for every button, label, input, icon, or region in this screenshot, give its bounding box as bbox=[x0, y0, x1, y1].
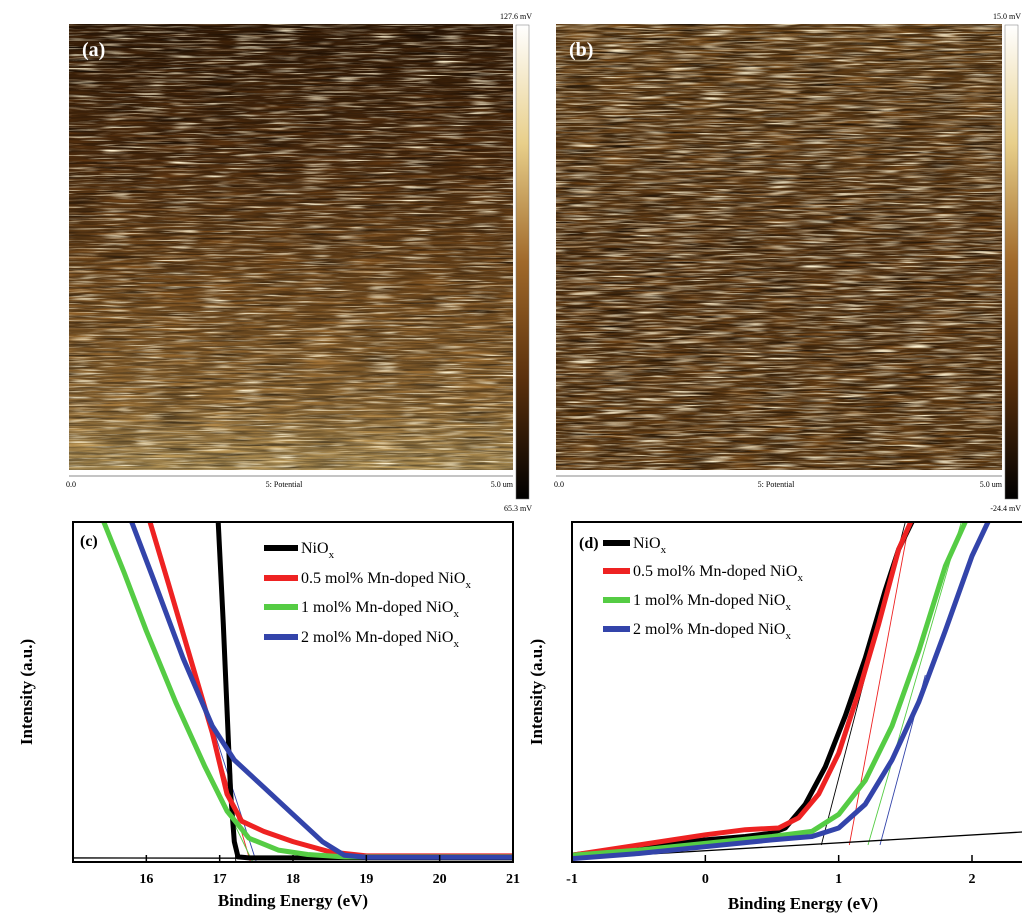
chart-d-series-mn05 bbox=[572, 522, 914, 858]
chart-c-xtick-label-1: 17 bbox=[213, 872, 227, 887]
chart-c-legend: NiOx 0.5 mol% Mn-doped NiOx 1 mol% Mn-do… bbox=[264, 540, 471, 650]
legend-c-label-0: NiOx bbox=[301, 540, 335, 561]
colorbar-min-a: 65.3 mV bbox=[504, 504, 532, 513]
legend-c-label-1: 0.5 mol% Mn-doped NiOx bbox=[301, 570, 471, 591]
chart-d-series-mn2 bbox=[572, 522, 991, 862]
chart-c-series-mn1 bbox=[101, 522, 513, 860]
chart-c-xtick-label-5: 21 bbox=[506, 872, 520, 887]
chart-d-ticks: -1 0 1 2 bbox=[566, 855, 976, 887]
afm-highlights-a bbox=[69, 24, 513, 470]
scan-axis-end-b: 5.0 um bbox=[980, 480, 1003, 489]
chart-c-panel-label: (c) bbox=[80, 533, 98, 550]
scan-axis-channel-a: 5: Potential bbox=[266, 480, 303, 489]
chart-d-fit-line-2 bbox=[867, 521, 962, 846]
legend-c-label-3: 2 mol% Mn-doped NiOx bbox=[301, 629, 459, 650]
legend-c-label-2: 1 mol% Mn-doped NiOx bbox=[301, 599, 459, 620]
chart-d-frame bbox=[571, 521, 1022, 863]
colorbar-max-a: 127.6 mV bbox=[500, 12, 532, 21]
panel-label-b: (b) bbox=[569, 39, 593, 61]
chart-c-xtick-label-3: 19 bbox=[359, 872, 373, 887]
chart-c-ylabel: Intensity (a.u.) bbox=[17, 639, 36, 745]
chart-d-xtick-label-3: 2 bbox=[969, 872, 976, 887]
chart-d-xlabel: Binding Energy (eV) bbox=[728, 894, 878, 913]
chart-c-xtick-label-0: 16 bbox=[139, 872, 153, 887]
chart-c-ticks: 16 17 18 19 20 21 bbox=[139, 855, 520, 887]
chart-d-panel-label: (d) bbox=[579, 535, 599, 552]
chart-c-xlabel: Binding Energy (eV) bbox=[218, 891, 368, 910]
legend-d-label-3: 2 mol% Mn-doped NiOx bbox=[633, 621, 791, 642]
panel-label-a: (a) bbox=[82, 39, 105, 61]
chart-d: -1 0 1 2 (d) Binding Energy (eV) Intensity … bbox=[527, 521, 1022, 913]
chart-d-plot bbox=[572, 522, 991, 862]
colorbar-a bbox=[515, 24, 530, 500]
legend-d-label-0: NiOx bbox=[633, 535, 667, 556]
chart-d-series-mn1 bbox=[572, 522, 968, 858]
chart-d-ylabel: Intensity (a.u.) bbox=[527, 639, 546, 745]
legend-d-label-2: 1 mol% Mn-doped NiOx bbox=[633, 592, 791, 613]
scan-axis-start-a: 0.0 bbox=[66, 480, 76, 489]
chart-d-legend: NiOx 0.5 mol% Mn-doped NiOx 1 mol% Mn-do… bbox=[603, 535, 803, 642]
chart-d-xtick-label-2: 1 bbox=[835, 872, 842, 887]
chart-d-xtick-label-0: -1 bbox=[566, 872, 578, 887]
colorbar-max-b: 15.0 mV bbox=[993, 12, 1021, 21]
chart-c: 16 17 18 19 20 21 (c) Binding Energy (eV) Int… bbox=[17, 521, 520, 910]
scan-axis-channel-b: 5: Potential bbox=[758, 480, 795, 489]
chart-c-xtick-label-4: 20 bbox=[433, 872, 447, 887]
chart-c-series-mn2 bbox=[129, 522, 513, 860]
afm-panel-a: (a) 127.6 mV 65.3 mV 0.0 5: Potential 5.… bbox=[66, 12, 532, 513]
legend-d-label-1: 0.5 mol% Mn-doped NiOx bbox=[633, 563, 803, 584]
chart-d-xtick-label-1: 0 bbox=[702, 872, 709, 887]
chart-c-xtick-label-2: 18 bbox=[286, 872, 300, 887]
scan-axis-start-b: 0.0 bbox=[554, 480, 564, 489]
scan-axis-end-a: 5.0 um bbox=[491, 480, 514, 489]
colorbar-b bbox=[1004, 24, 1019, 500]
afm-highlights-b bbox=[556, 24, 1002, 470]
afm-panel-b: (b) 15.0 mV -24.4 mV 0.0 5: Potential 5.… bbox=[554, 12, 1021, 513]
chart-c-plot bbox=[101, 522, 513, 861]
colorbar-min-b: -24.4 mV bbox=[990, 504, 1021, 513]
